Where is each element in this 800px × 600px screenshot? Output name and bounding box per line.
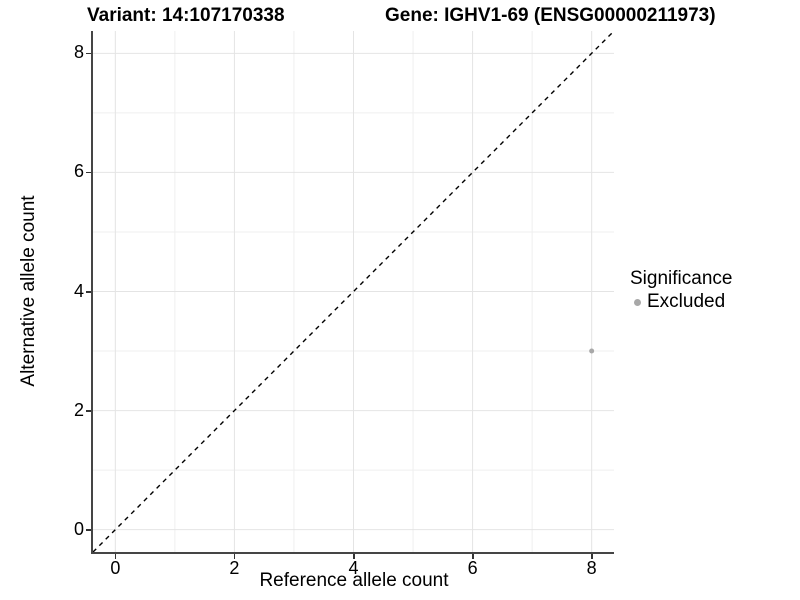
- x-axis-title: Reference allele count: [259, 570, 449, 591]
- x-tick-label: 0: [110, 558, 121, 578]
- y-tick-label: 4: [73, 280, 84, 301]
- legend: Significance Excluded: [630, 268, 732, 313]
- legend-title: Significance: [630, 268, 733, 289]
- plot-title-gene: Gene: IGHV1-69 (ENSG00000211973): [385, 5, 716, 26]
- legend-point-icon: [634, 298, 641, 306]
- x-tick-mark: [353, 554, 355, 559]
- y-tick-label: 6: [73, 161, 84, 182]
- plot-panel: [91, 31, 614, 554]
- x-tick-label: 8: [586, 558, 597, 578]
- x-tick-label: 2: [229, 558, 240, 578]
- x-tick-label: 4: [348, 558, 359, 578]
- x-tick-label: 6: [467, 558, 478, 578]
- y-tick-mark: [86, 171, 91, 174]
- x-tick-mark: [591, 554, 593, 559]
- y-tick-mark: [86, 52, 91, 55]
- y-tick-label: 8: [73, 42, 84, 63]
- y-tick-mark: [86, 410, 91, 412]
- data-point: [589, 348, 595, 354]
- plot-title-variant: Variant: 14:107170338: [87, 5, 285, 26]
- x-tick-mark: [472, 554, 474, 559]
- y-axis-title: Alternative allele count: [18, 195, 39, 387]
- x-tick-mark: [233, 554, 236, 559]
- legend-item-excluded: Excluded: [630, 291, 732, 313]
- legend-item-label: Excluded: [647, 291, 726, 312]
- y-tick-label: 0: [73, 518, 84, 539]
- panel-canvas: [93, 31, 614, 552]
- y-tick-label: 2: [73, 399, 84, 420]
- identity-dashed-line: [93, 31, 614, 552]
- y-tick-mark: [86, 529, 91, 531]
- x-tick-mark: [114, 554, 117, 559]
- y-tick-mark: [86, 291, 91, 293]
